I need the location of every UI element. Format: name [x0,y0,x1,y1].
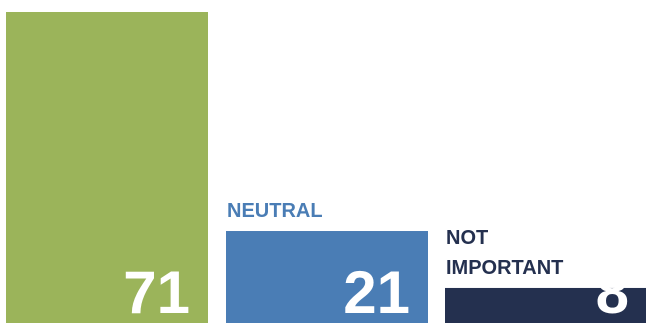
category-label-3-line-2: IMPORTANT [446,257,563,279]
category-label-2-line-1: NEUTRAL [227,200,323,222]
bar-3 [445,287,646,323]
category-label-3-line-1: NOT [446,227,488,249]
bar-1 [6,12,208,323]
bar-value-label-1: 71 [123,259,190,323]
bar-2 [226,231,428,323]
bar-value-label-2: 21 [343,259,410,323]
bar-value-label-3: 8 [596,259,629,323]
